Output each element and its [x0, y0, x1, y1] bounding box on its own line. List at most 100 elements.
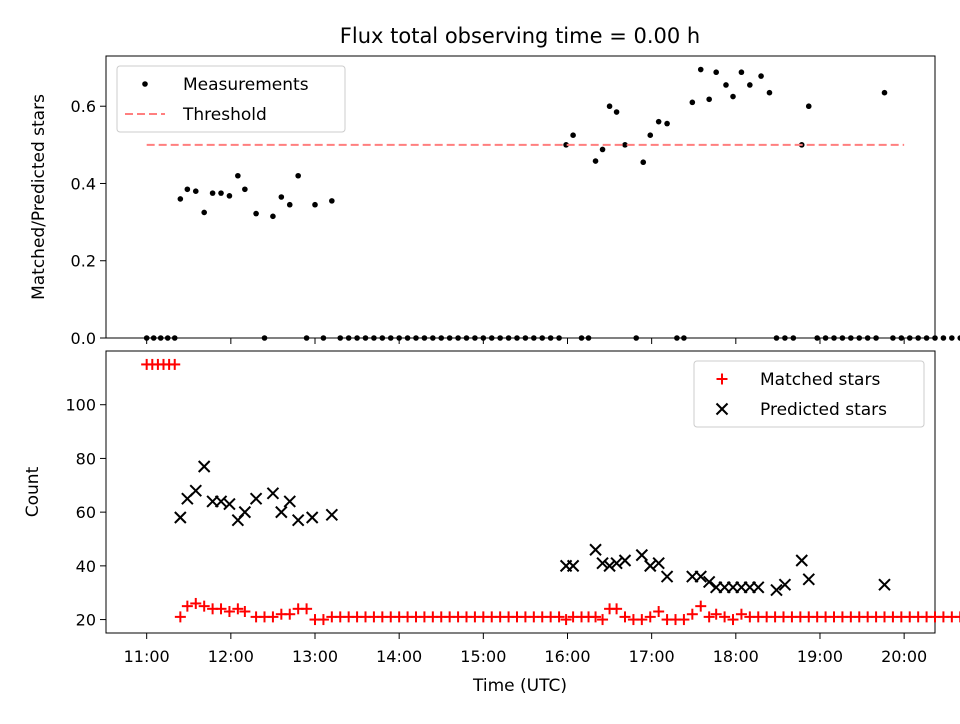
measurement-point — [814, 335, 820, 341]
bottom-axes-frame — [105, 350, 936, 634]
measurement-point — [923, 335, 930, 341]
predicted-stars-point — [223, 497, 236, 511]
measurement-point — [697, 66, 704, 73]
chart-title: Flux total observing time = 0.00 h — [340, 24, 700, 48]
predicted-stars-point — [603, 559, 616, 573]
measurement-point — [689, 99, 696, 106]
x-tick-label: 15:00 — [460, 647, 506, 666]
measurement-point — [932, 335, 938, 341]
predicted-stars-point — [589, 543, 602, 556]
bottom-y-axis-label: Count — [23, 466, 43, 517]
measurement-point — [497, 335, 503, 341]
measurement-point — [505, 335, 512, 341]
predicted-stars-point — [325, 508, 339, 522]
matched-stars-point — [198, 600, 210, 612]
matched-stars-point — [636, 614, 648, 626]
measurement-point — [522, 335, 529, 341]
measurement-point — [633, 335, 640, 341]
measurement-point — [790, 335, 797, 341]
measurement-point — [303, 335, 310, 341]
measurement-point — [261, 335, 268, 341]
measurement-point — [354, 335, 360, 341]
top-y-tick-label: 0.4 — [71, 174, 96, 193]
predicted-stars-point — [238, 505, 252, 519]
measurement-point — [455, 335, 461, 341]
measurement-point — [873, 335, 879, 341]
measurement-point — [864, 335, 871, 341]
predicted-stars-point — [702, 575, 716, 589]
top-y-ticks: 0.0 0.2 0.4 0.6 — [71, 97, 106, 348]
matched-stars-point — [239, 606, 251, 618]
matched-stars-point — [710, 608, 722, 620]
measurement-point — [881, 89, 888, 96]
measurement-point — [235, 172, 241, 179]
measurement-point — [805, 103, 812, 110]
measurement-point — [592, 158, 599, 164]
measurement-point — [599, 146, 606, 153]
matched-stars-point — [590, 611, 602, 623]
measurement-point — [242, 186, 248, 193]
predicted-stars-point — [596, 556, 609, 570]
predicted-stars-point — [266, 487, 280, 500]
measurement-point — [143, 335, 150, 341]
measurement-point — [472, 335, 478, 341]
measurement-point — [329, 198, 335, 204]
measurement-point — [404, 335, 411, 341]
measurement-point — [664, 120, 670, 127]
measurement-point — [150, 335, 157, 341]
top-legend-frame — [116, 65, 346, 133]
measurement-point — [413, 335, 419, 341]
predicted-stars-point — [694, 570, 707, 583]
measurement-point — [839, 335, 846, 341]
top-y-tick-label: 0.6 — [71, 97, 96, 116]
measurement-point — [782, 335, 788, 341]
legend-label: Matched stars — [760, 370, 880, 390]
predicted-stars-point — [275, 505, 288, 519]
measurement-point — [578, 335, 585, 341]
matched-stars-point — [619, 611, 631, 623]
measurement-point — [320, 335, 327, 341]
matched-stars-point — [169, 358, 181, 370]
measurement-point — [201, 209, 207, 216]
matched-stars-point — [560, 614, 572, 626]
x-tick-label: 19:00 — [797, 647, 843, 666]
measurement-point — [379, 335, 386, 341]
predicted-stars-point — [610, 556, 623, 570]
matched-stars-point — [653, 606, 665, 618]
measurement-point — [430, 335, 436, 341]
measurement-point — [585, 335, 592, 341]
measurement-point — [387, 335, 394, 341]
top-y-axis-label: Matched/Predicted stars — [29, 94, 49, 300]
matched-stars-point — [597, 614, 609, 626]
measurement-point — [613, 109, 620, 115]
predicted-stars-point — [878, 578, 891, 591]
matched-stars-point — [735, 608, 747, 620]
measurement-point — [622, 142, 628, 148]
x-tick-label: 16:00 — [544, 647, 590, 666]
measurement-point — [640, 159, 647, 166]
measurement-point — [940, 335, 947, 341]
bottom-y-tick-label: 60 — [76, 503, 96, 522]
measurement-point — [915, 335, 921, 341]
x-tick-label: 18:00 — [713, 647, 759, 666]
measurement-point — [396, 335, 402, 341]
predicted-stars-point — [635, 548, 649, 562]
measurement-point — [312, 201, 318, 208]
legend-matched-marker — [716, 373, 728, 385]
measurement-point — [831, 335, 837, 341]
measurement-point — [371, 335, 377, 341]
x-tick-label: 20:00 — [881, 647, 927, 666]
measurement-point — [531, 335, 537, 341]
matched-stars-point — [301, 603, 313, 615]
predicted-stars-point — [197, 460, 211, 473]
measurement-point — [514, 335, 520, 341]
top-axes-frame — [105, 55, 936, 339]
bottom-y-ticks: 20 40 60 80 100 — [65, 396, 106, 630]
measurement-point — [547, 335, 554, 341]
predicted-stars-point — [189, 484, 202, 497]
measurement-point — [253, 210, 259, 217]
matched-stars-point — [719, 611, 731, 623]
predicted-stars-point — [795, 554, 808, 567]
legend-label: Measurements — [183, 75, 309, 95]
